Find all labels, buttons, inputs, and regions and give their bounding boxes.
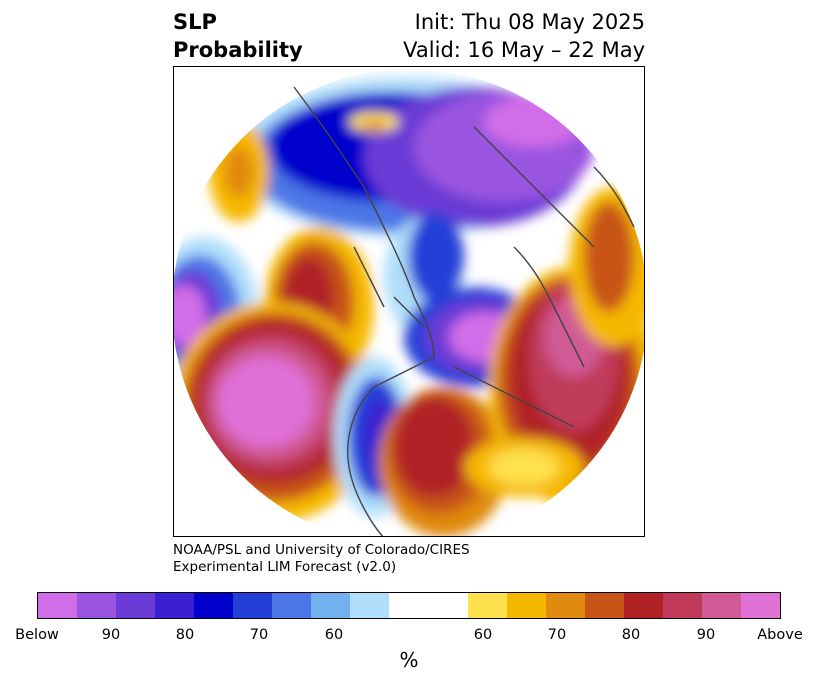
colorbar-segment	[116, 593, 156, 618]
colorbar-segment	[662, 593, 702, 618]
title-valid: Valid: 16 May – 22 May	[403, 38, 645, 62]
title-slp: SLP	[173, 10, 217, 34]
colorbar-tick-label: Below	[15, 627, 59, 643]
colorbar-tick-label: Above	[757, 627, 803, 643]
colorbar-segment	[506, 593, 546, 618]
colorbar-tick-label: 60	[324, 627, 344, 643]
colorbar-segment	[584, 593, 624, 618]
colorbar-segment	[233, 593, 273, 618]
map-title-variable: SLP Probability	[173, 8, 303, 64]
map-title-dates: Init: Thu 08 May 2025 Valid: 16 May – 22…	[403, 8, 645, 64]
colorbar-tick-label: 70	[249, 627, 269, 643]
probability-field	[174, 69, 644, 536]
colorbar-segment	[701, 593, 741, 618]
colorbar-tick-label: 80	[621, 627, 641, 643]
colorbar-segment	[38, 593, 78, 618]
colorbar-segment	[740, 593, 780, 618]
colorbar-tick-label: 90	[101, 627, 121, 643]
colorbar-segment	[194, 593, 234, 618]
colorbar-segment	[623, 593, 663, 618]
colorbar-segment	[350, 593, 390, 618]
credit-line-2: Experimental LIM Forecast (v2.0)	[173, 559, 397, 575]
colorbar-tick-label: 70	[547, 627, 567, 643]
colorbar-tick-label: 80	[175, 627, 195, 643]
colorbar-segment	[467, 593, 507, 618]
coastlines	[293, 86, 635, 536]
title-init: Init: Thu 08 May 2025	[414, 10, 645, 34]
colorbar-segment	[311, 593, 351, 618]
colorbar-segment	[389, 593, 468, 618]
colorbar-segment	[155, 593, 195, 618]
colorbar-segment	[545, 593, 585, 618]
probability-map	[174, 69, 644, 536]
colorbar-segment	[77, 593, 117, 618]
map-panel	[173, 66, 645, 537]
colorbar	[37, 592, 781, 619]
credit-text: NOAA/PSL and University of Colorado/CIRE…	[173, 542, 470, 576]
colorbar-segment	[272, 593, 312, 618]
colorbar-tick-label: 90	[696, 627, 716, 643]
credit-line-1: NOAA/PSL and University of Colorado/CIRE…	[173, 542, 470, 558]
title-probability: Probability	[173, 38, 303, 62]
colorbar-tick-label: 60	[473, 627, 493, 643]
colorbar-unit: %	[399, 648, 419, 672]
